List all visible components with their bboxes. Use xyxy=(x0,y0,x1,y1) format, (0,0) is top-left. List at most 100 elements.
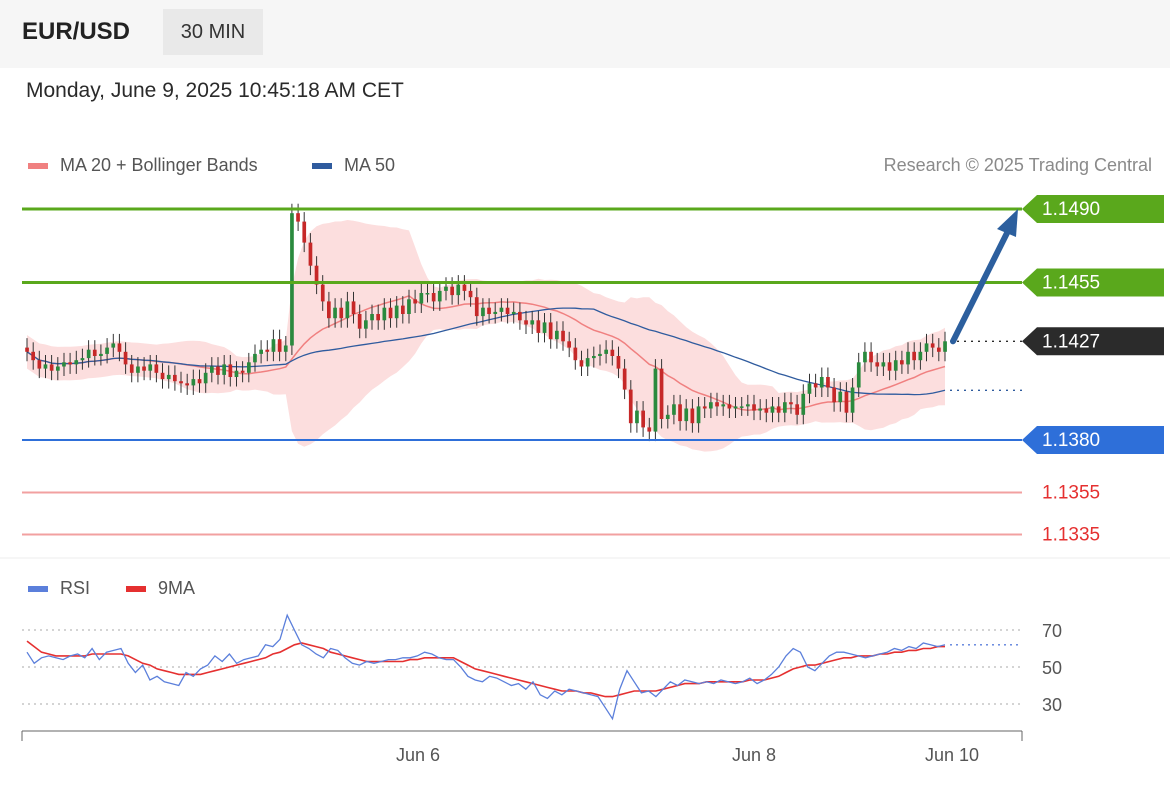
candle-body xyxy=(191,379,196,386)
candle xyxy=(524,310,528,334)
candle xyxy=(844,382,849,423)
candle xyxy=(604,340,608,364)
candle xyxy=(622,359,627,400)
candle-body xyxy=(887,362,892,371)
candle-body xyxy=(850,387,855,413)
candle-body xyxy=(407,299,411,314)
ma20-legend-label: MA 20 + Bollinger Bands xyxy=(60,155,258,175)
candle-body xyxy=(721,404,726,407)
candle-body xyxy=(185,383,189,386)
candle-body xyxy=(524,320,528,325)
candle xyxy=(179,371,183,393)
candle xyxy=(407,289,411,324)
candle xyxy=(746,394,750,416)
candle xyxy=(505,298,510,324)
candle-body xyxy=(912,351,916,361)
candle xyxy=(154,355,159,383)
candle-body xyxy=(672,404,676,415)
candle-body xyxy=(795,404,799,415)
candle xyxy=(86,340,91,368)
candle xyxy=(487,298,491,324)
candle-body xyxy=(468,290,473,298)
candle-body xyxy=(665,414,670,419)
candle xyxy=(943,331,947,362)
candle xyxy=(413,289,417,313)
candle xyxy=(567,331,571,358)
level-label: 1.1455 xyxy=(1042,273,1100,294)
chart-header: EUR/USD 30 MIN xyxy=(0,0,1170,68)
candle xyxy=(875,352,880,376)
candle-body xyxy=(462,284,467,291)
candle xyxy=(610,340,615,366)
candle xyxy=(136,357,140,383)
candle-body xyxy=(869,351,873,363)
candle xyxy=(493,302,498,324)
level-label: 1.1490 xyxy=(1042,199,1100,220)
candle-body xyxy=(394,305,399,319)
candle xyxy=(117,333,122,362)
candle xyxy=(518,302,522,330)
candle xyxy=(856,352,861,397)
candle-body xyxy=(74,360,79,365)
candle xyxy=(210,357,214,383)
candle xyxy=(351,291,356,324)
timeframe-badge[interactable]: 30 MIN xyxy=(163,9,263,55)
chart-datetime: Monday, June 9, 2025 10:45:18 AM CET xyxy=(26,79,404,102)
candlesticks xyxy=(25,203,947,442)
candle xyxy=(789,392,793,414)
candle-body xyxy=(487,307,491,314)
candle-body xyxy=(425,293,430,295)
candle xyxy=(653,359,658,442)
candle xyxy=(253,344,257,372)
candle xyxy=(25,338,29,362)
candle-body xyxy=(610,349,615,356)
candle xyxy=(240,361,245,383)
candle xyxy=(598,344,602,366)
rsi-legend: RSI xyxy=(28,578,90,599)
candle-body xyxy=(641,410,645,428)
candle-body xyxy=(271,339,276,352)
candle xyxy=(795,394,799,425)
price-levels: 1.1490 1.1455 1.1427 1.1380 1.1355 1.1335 xyxy=(22,195,1164,546)
candle xyxy=(555,321,559,349)
candle xyxy=(234,361,239,387)
candle xyxy=(401,296,405,324)
candle-body xyxy=(746,404,750,407)
rsi-level-label: 50 xyxy=(1042,658,1062,678)
candle xyxy=(819,367,824,397)
candle-body xyxy=(203,372,208,384)
candle xyxy=(628,380,633,433)
candle xyxy=(142,357,146,381)
candle xyxy=(548,313,553,349)
candle xyxy=(105,338,109,364)
candle-body xyxy=(530,320,535,325)
forecast-arrow xyxy=(950,209,1018,345)
candle xyxy=(364,310,368,339)
candle xyxy=(832,378,836,412)
candle-body xyxy=(166,374,171,380)
candle xyxy=(542,313,547,343)
ma9-legend: 9MA xyxy=(126,578,195,599)
candle-body xyxy=(302,221,307,243)
candle xyxy=(592,346,596,368)
candle xyxy=(764,399,769,423)
ma20-swatch xyxy=(28,162,48,169)
candle xyxy=(481,298,485,326)
candle xyxy=(388,298,393,328)
candle-body xyxy=(148,364,153,371)
candle xyxy=(345,291,350,328)
candle xyxy=(893,350,898,381)
candle xyxy=(635,401,639,433)
candle xyxy=(265,340,270,362)
candle xyxy=(56,357,60,381)
candle-body xyxy=(739,406,744,408)
candle-body xyxy=(561,330,565,342)
candle xyxy=(166,365,171,389)
candle-body xyxy=(351,301,356,314)
candle xyxy=(339,298,344,328)
candle-body xyxy=(764,408,769,413)
level-label: 1.1335 xyxy=(1042,525,1100,546)
candle-body xyxy=(918,351,923,361)
candle-body xyxy=(247,362,251,373)
